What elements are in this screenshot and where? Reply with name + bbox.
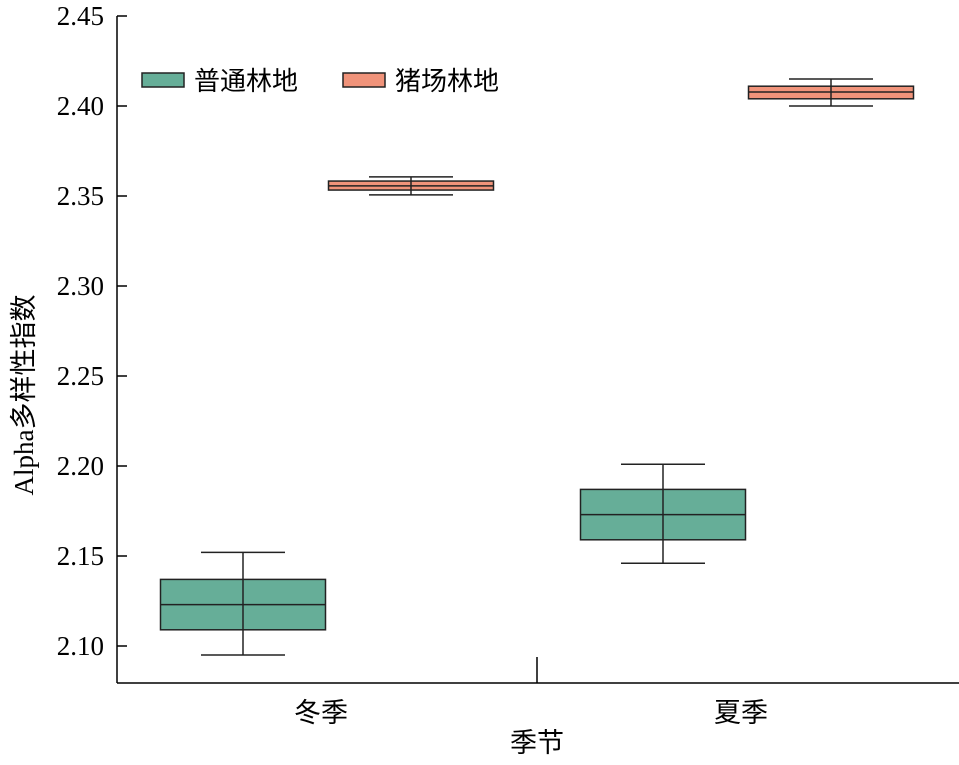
legend-label: 普通林地	[194, 67, 298, 96]
y-tick-label: 2.45	[57, 1, 104, 31]
y-tick-label: 2.40	[57, 91, 104, 121]
y-axis-label: Alpha多样性指数	[9, 295, 39, 496]
box-1-1	[747, 78, 915, 107]
box-1-0	[327, 176, 495, 196]
x-axis-label: 季节	[510, 728, 564, 758]
box-0-1	[579, 463, 747, 564]
y-tick-label: 2.35	[57, 181, 104, 211]
axes	[116, 16, 959, 684]
y-tick-label: 2.25	[57, 361, 104, 391]
legend-swatch	[342, 72, 386, 88]
legend-label: 猪场林地	[395, 67, 499, 96]
box-0-0	[159, 551, 327, 656]
x-tick-label: 夏季	[714, 698, 768, 728]
legend-swatch	[141, 72, 185, 88]
y-tick-label: 2.20	[57, 451, 104, 481]
y-tick-label: 2.10	[57, 631, 104, 661]
y-tick-label: 2.15	[57, 541, 104, 571]
x-tick-label: 冬季	[294, 698, 348, 728]
y-tick-label: 2.30	[57, 271, 104, 301]
